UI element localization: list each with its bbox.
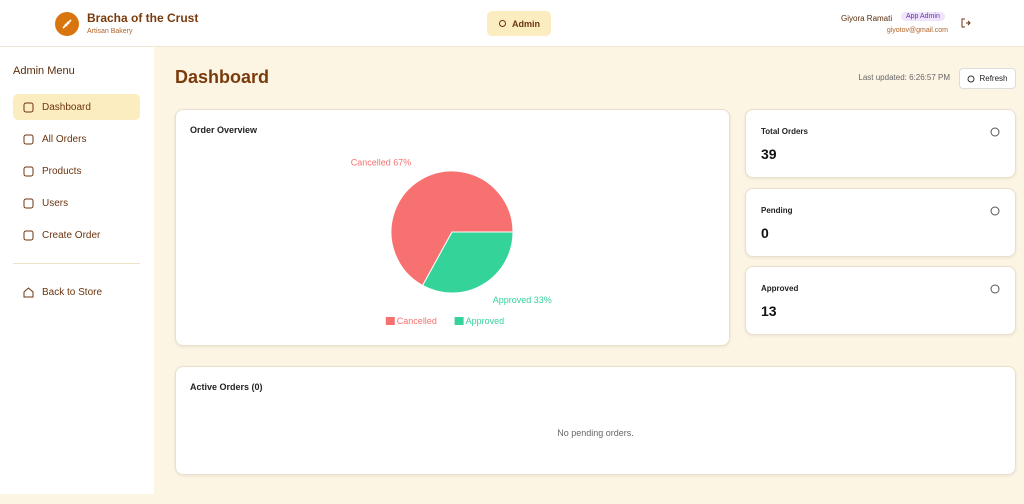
chart-title: Order Overview — [190, 125, 258, 135]
active-orders-title: Active Orders (0) — [190, 382, 263, 392]
nav-item[interactable]: All Orders — [13, 126, 140, 152]
slice-label: Cancelled 67% — [351, 158, 412, 168]
refresh-label: Refresh — [979, 74, 1008, 83]
icon-shape — [990, 206, 1000, 215]
nav-label: Dashboard — [42, 101, 91, 113]
icon-shape — [23, 166, 34, 176]
icon-shape — [23, 134, 34, 144]
nav-label: Users — [42, 197, 69, 209]
nav-icon — [23, 102, 34, 112]
stat-label: Pending — [761, 205, 793, 215]
nav-label: All Orders — [42, 133, 87, 145]
stat-label: Approved — [761, 284, 799, 293]
nav-item[interactable]: Create Order — [13, 222, 140, 248]
icon-shape — [23, 102, 34, 112]
user-email: giyotov@gmail.com — [886, 27, 948, 34]
stat-value: 39 — [761, 146, 777, 162]
active-orders-card: Active Orders (0) No pending orders. — [175, 366, 1016, 475]
admin-button[interactable]: Admin — [487, 11, 551, 36]
logo — [55, 12, 79, 36]
pie-chart: Cancelled 67% Approved 33% Cancelled Approv… — [351, 158, 552, 326]
logout-button[interactable] — [961, 18, 971, 28]
icon-shape — [990, 127, 1000, 137]
nav-label: Create Order — [42, 229, 101, 241]
legend-label: Approved — [466, 316, 505, 326]
stat-card: Pending 0 — [745, 187, 1016, 257]
stat-value: 13 — [761, 303, 777, 319]
icon-shape — [23, 198, 34, 208]
empty-message: No pending orders. — [557, 428, 634, 438]
divider — [13, 263, 140, 264]
stat-icon — [990, 284, 1000, 294]
stat-icon — [990, 206, 1000, 215]
user-badge: App Admin — [901, 12, 945, 21]
nav-icon — [23, 230, 34, 240]
nav-icon — [23, 134, 34, 144]
stat-card: Total Orders 39 — [745, 109, 1016, 178]
icon-shape — [23, 230, 34, 240]
pie-slice — [390, 170, 514, 287]
legend-swatch — [454, 317, 464, 325]
back-to-store[interactable]: Back to Store — [13, 279, 140, 305]
nav-item[interactable]: Products — [13, 158, 140, 184]
last-updated: Last updated: 6:26:57 PM — [858, 73, 950, 82]
nav-item[interactable]: Users — [13, 190, 140, 216]
nav-label: Products — [42, 165, 82, 177]
slice-label: Approved 33% — [493, 295, 552, 305]
user-name: Giyora Ramati — [841, 14, 893, 23]
tagline: Artisan Bakery — [87, 28, 133, 35]
back-label: Back to Store — [42, 286, 103, 298]
chart-card: Order Overview Cancelled 67% Approved 33%… — [175, 109, 730, 346]
sidebar — [0, 47, 154, 494]
nav-icon — [23, 166, 34, 176]
sidebar-title: Admin Menu — [13, 65, 75, 77]
legend-swatch — [385, 317, 395, 325]
refresh-button[interactable]: Refresh — [959, 68, 1016, 89]
legend-label: Cancelled — [397, 316, 437, 326]
pie-slice — [421, 231, 514, 294]
page-title: Dashboard — [175, 67, 270, 87]
admin-label: Admin — [512, 18, 540, 29]
stat-label: Total Orders — [761, 127, 808, 136]
stat-card: Approved 13 — [745, 266, 1016, 335]
nav-item[interactable]: Dashboard — [13, 94, 140, 120]
nav-icon — [23, 198, 34, 208]
icon-shape — [990, 284, 1000, 294]
stat-value: 0 — [761, 224, 769, 241]
brand: Bracha of the Crust — [87, 11, 199, 25]
stat-icon — [990, 127, 1000, 137]
